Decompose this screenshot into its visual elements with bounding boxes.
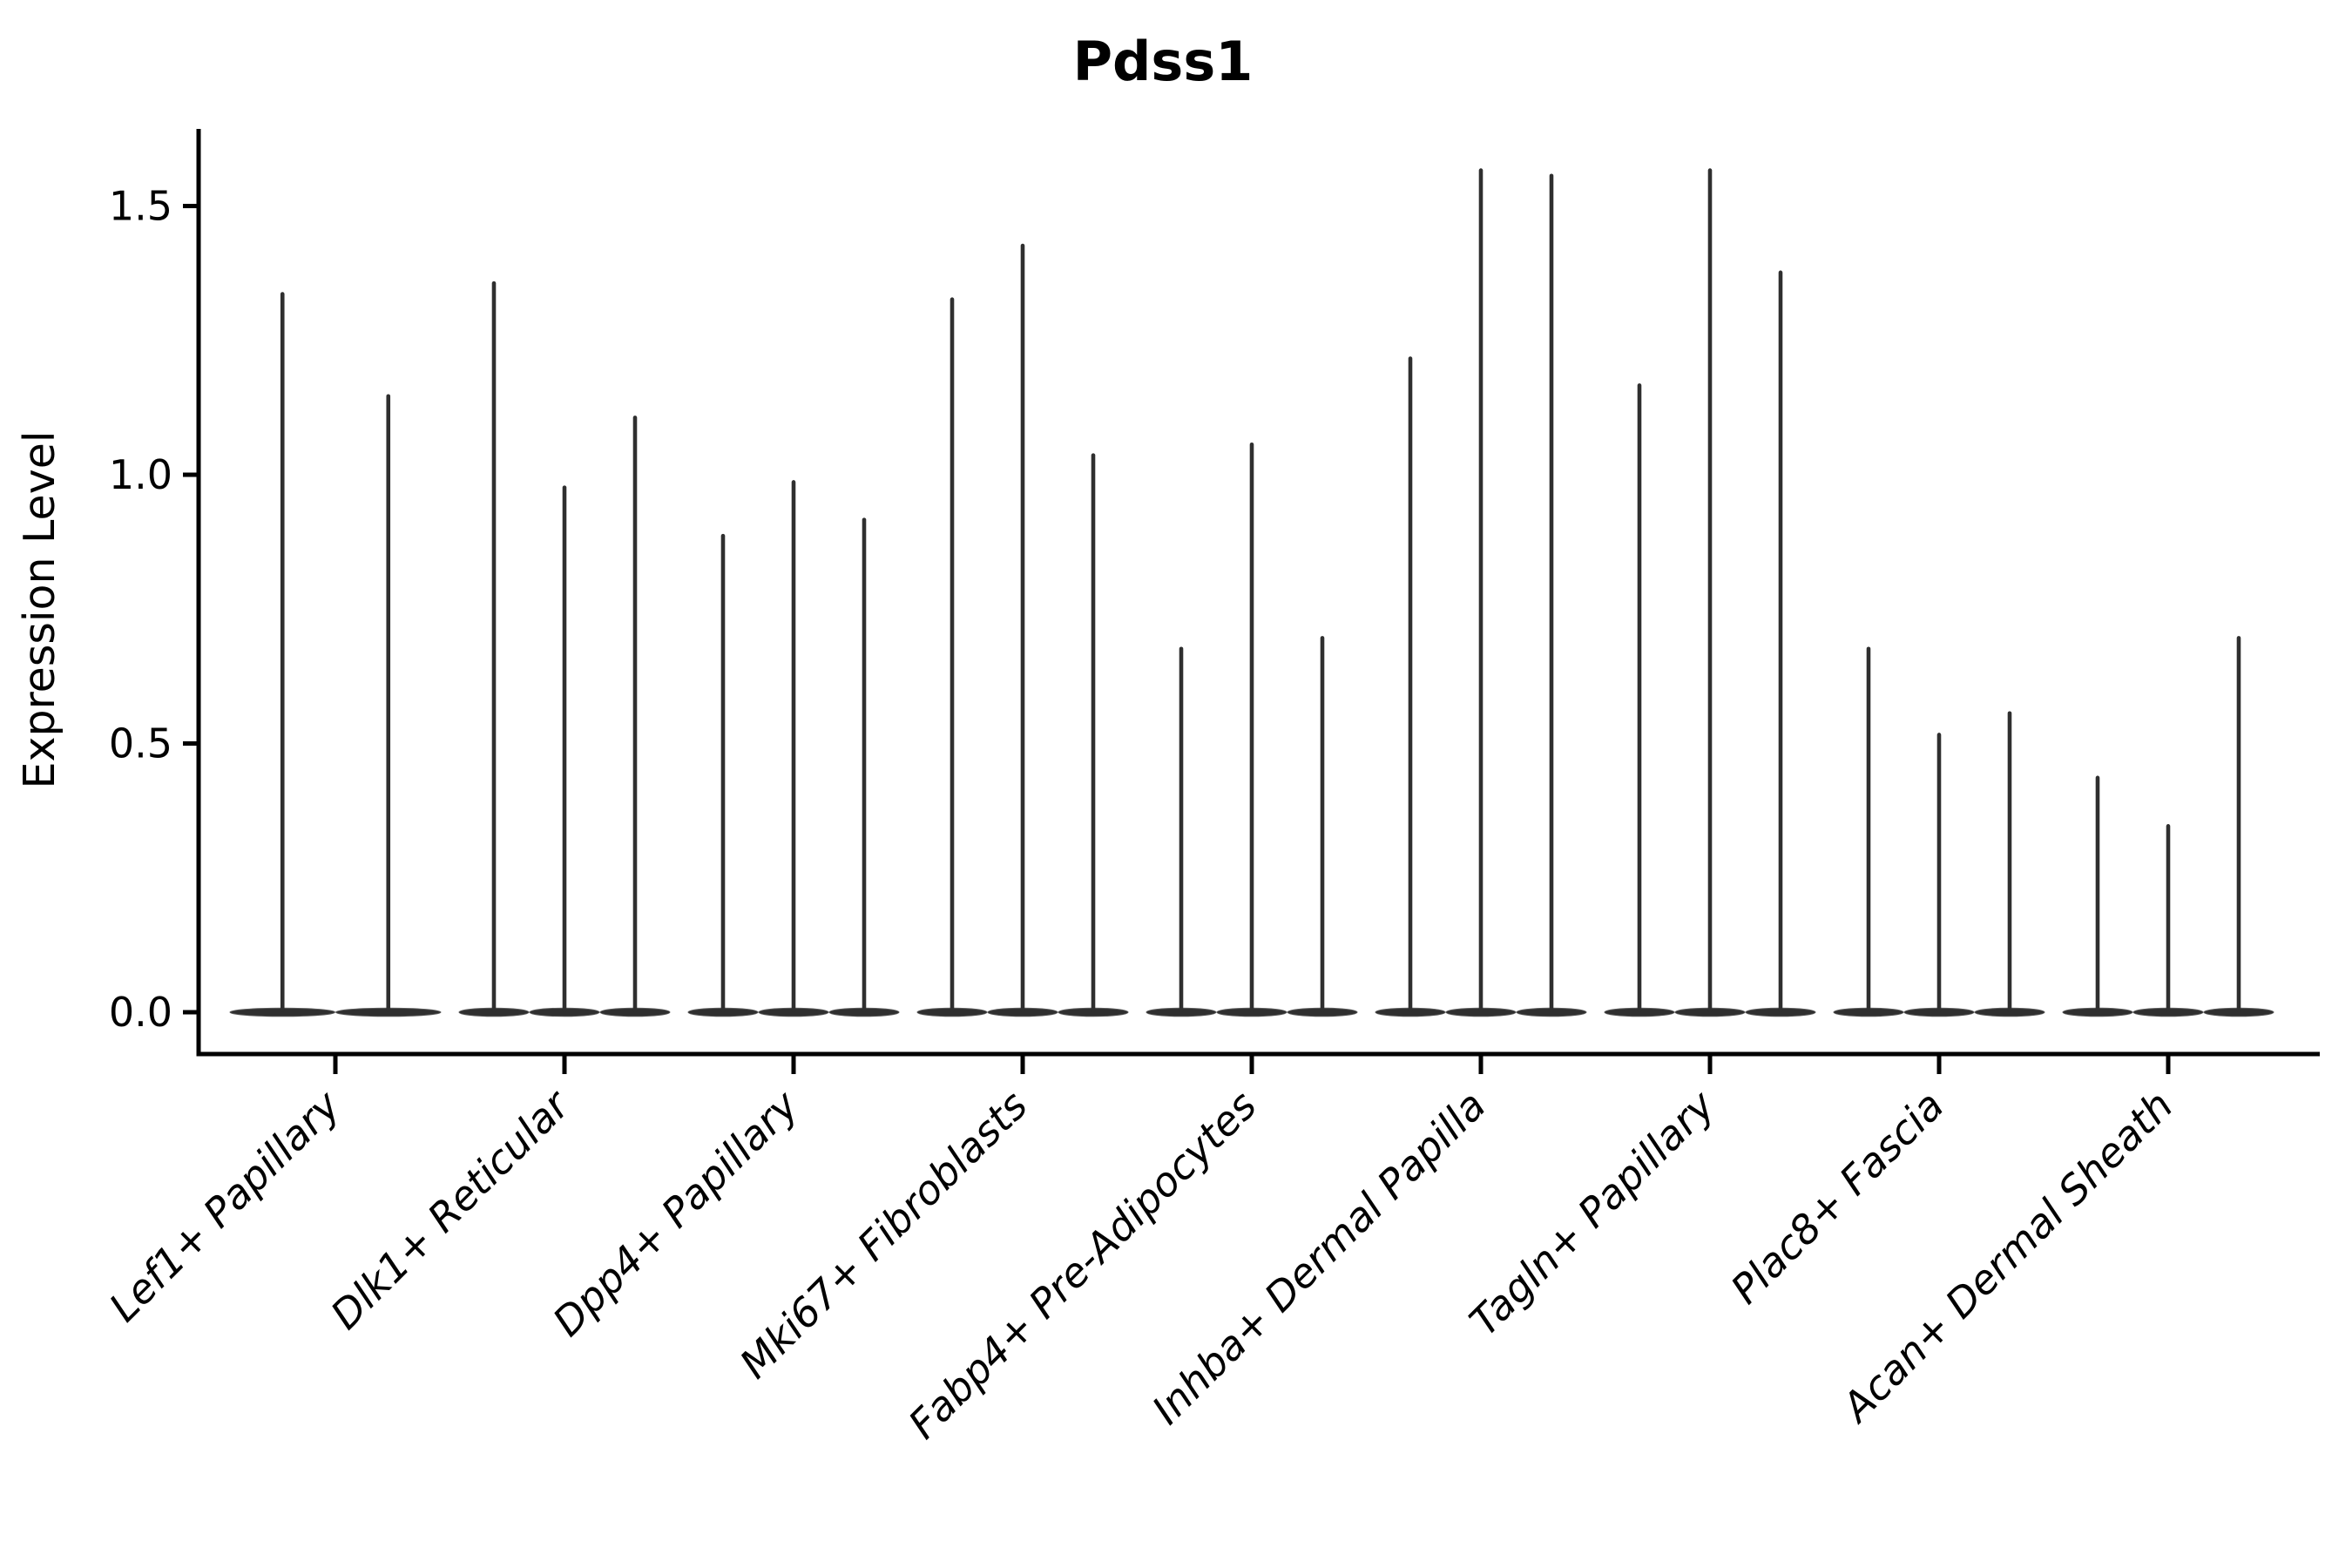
violin-spike — [562, 485, 567, 1012]
violin-group — [2062, 636, 2274, 1017]
x-tick-label: Plac8+ Fascia — [1721, 1082, 1952, 1313]
violin-spike — [632, 416, 638, 1012]
violin-spike — [1549, 173, 1554, 1013]
y-tick-label: 0.5 — [109, 720, 172, 767]
violin-group — [1146, 442, 1358, 1017]
violin-spike — [791, 480, 796, 1012]
violin-spike — [1091, 453, 1096, 1012]
violin-spike — [1179, 646, 1184, 1012]
violin-group — [229, 292, 442, 1017]
y-tick-label: 0.0 — [109, 989, 172, 1036]
x-tick-label: Tagln+ Papillary — [1460, 1081, 1724, 1345]
violin-group — [1375, 168, 1587, 1017]
x-tick-label: Lef1+ Papillary — [100, 1081, 349, 1330]
x-tick-label: Dpp4+ Papillary — [544, 1081, 808, 1345]
violin-spike — [720, 533, 726, 1012]
violin-spike — [1020, 243, 1025, 1012]
violin-group — [916, 243, 1129, 1017]
y-tick-label: 1.0 — [109, 451, 172, 498]
violin-spike — [2166, 824, 2171, 1012]
violin-spike — [1637, 383, 1642, 1012]
violin-spike — [862, 517, 867, 1012]
violin-spike — [950, 297, 955, 1012]
y-tick-label: 1.5 — [109, 183, 172, 230]
y-axis: 0.0 0.5 1.0 1.5 — [109, 183, 199, 1036]
chart-title: Pdss1 — [1073, 30, 1254, 93]
violin-spike — [280, 292, 285, 1013]
violin-spike — [2007, 711, 2012, 1012]
violin-spike — [1478, 168, 1484, 1012]
violins-layer — [229, 168, 2274, 1017]
violin-spike — [1936, 733, 1942, 1012]
axes-spines — [196, 129, 2320, 1057]
violin-spike — [1408, 356, 1413, 1012]
violin-spike — [1320, 636, 1325, 1012]
violin-group — [687, 480, 900, 1017]
violin-spike — [1866, 646, 1871, 1012]
violin-spike — [1778, 270, 1783, 1012]
violin-group — [1604, 168, 1816, 1017]
violin-spike — [491, 280, 497, 1012]
violin-spike — [1249, 442, 1254, 1013]
violin-spike — [2095, 775, 2100, 1012]
violin-group — [1833, 646, 2045, 1017]
y-axis-label: Expression Level — [15, 431, 64, 789]
violin-group — [458, 280, 671, 1017]
violin-spike — [1707, 168, 1713, 1012]
violin-spike — [2236, 636, 2241, 1012]
x-tick-label: Dlk1+ Reticular — [321, 1079, 580, 1338]
violin-spike — [386, 394, 391, 1012]
